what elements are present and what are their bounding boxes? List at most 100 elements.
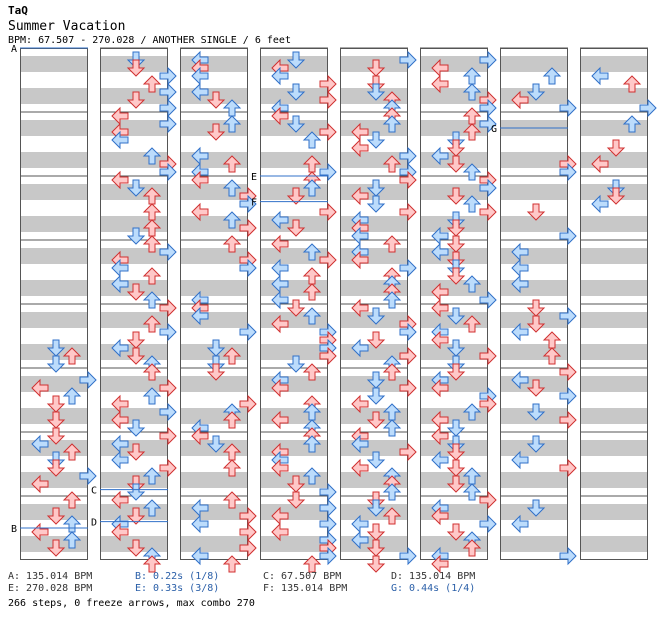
right-arrow-icon: [239, 218, 257, 238]
right-arrow-icon: [319, 90, 337, 110]
down-arrow-icon: [126, 59, 146, 77]
right-arrow-icon: [319, 546, 337, 566]
up-arrow-icon: [222, 155, 242, 173]
down-arrow-icon: [126, 507, 146, 525]
up-arrow-icon: [302, 307, 322, 325]
left-arrow-icon: [351, 122, 369, 142]
left-arrow-icon: [351, 138, 369, 158]
down-arrow-icon: [366, 555, 386, 573]
left-arrow-icon: [191, 306, 209, 326]
up-arrow-icon: [382, 235, 402, 253]
legend-b: B: 0.22s (1/8): [135, 571, 220, 582]
up-arrow-icon: [222, 411, 242, 429]
down-arrow-icon: [126, 419, 146, 437]
up-arrow-icon: [462, 83, 482, 101]
down-arrow-icon: [446, 307, 466, 325]
down-arrow-icon: [366, 539, 386, 557]
left-arrow-icon: [271, 378, 289, 398]
down-arrow-icon: [366, 499, 386, 517]
right-arrow-icon: [479, 394, 497, 414]
left-arrow-icon: [271, 106, 289, 126]
right-arrow-icon: [399, 378, 417, 398]
right-arrow-icon: [319, 250, 337, 270]
left-arrow-icon: [511, 274, 529, 294]
left-arrow-icon: [31, 434, 49, 454]
right-arrow-icon: [479, 114, 497, 134]
beat-stripe: [20, 376, 88, 392]
up-arrow-icon: [462, 275, 482, 293]
left-arrow-icon: [111, 450, 129, 470]
left-arrow-icon: [511, 258, 529, 278]
right-arrow-icon: [159, 402, 177, 422]
left-arrow-icon: [351, 250, 369, 270]
left-arrow-icon: [191, 66, 209, 86]
right-arrow-icon: [399, 202, 417, 222]
legend-e-bpm: E: 270.028 BPM: [8, 583, 93, 594]
left-arrow-icon: [111, 258, 129, 278]
beat-stripe: [500, 56, 568, 72]
song-title: Summer Vacation: [8, 19, 126, 34]
down-arrow-icon: [206, 435, 226, 453]
right-arrow-icon: [239, 506, 257, 526]
left-arrow-icon: [271, 274, 289, 294]
right-arrow-icon: [79, 370, 97, 390]
marker-label: D: [91, 518, 97, 529]
up-arrow-icon: [222, 459, 242, 477]
marker-label: A: [11, 44, 17, 55]
right-arrow-icon: [479, 346, 497, 366]
beat-stripe: [420, 56, 488, 72]
beat-stripe: [260, 344, 328, 360]
beat-stripe: [20, 312, 88, 328]
down-arrow-icon: [606, 187, 626, 205]
up-arrow-icon: [302, 435, 322, 453]
beat-stripe: [500, 216, 568, 232]
down-arrow-icon: [526, 315, 546, 333]
legend-a: A: 135.014 BPM: [8, 571, 93, 582]
beat-stripe: [260, 152, 328, 168]
down-arrow-icon: [526, 499, 546, 517]
right-arrow-icon: [479, 50, 497, 70]
legend-c: C: 67.507 BPM: [263, 571, 342, 582]
up-arrow-icon: [542, 347, 562, 365]
beat-stripe: [500, 248, 568, 264]
beat-stripe: [580, 312, 648, 328]
right-arrow-icon: [559, 362, 577, 382]
left-arrow-icon: [591, 194, 609, 214]
down-arrow-icon: [366, 307, 386, 325]
up-arrow-icon: [142, 147, 162, 165]
left-arrow-icon: [271, 234, 289, 254]
left-arrow-icon: [271, 314, 289, 334]
down-arrow-icon: [286, 83, 306, 101]
right-arrow-icon: [559, 306, 577, 326]
up-arrow-icon: [462, 315, 482, 333]
down-arrow-icon: [286, 491, 306, 509]
up-arrow-icon: [142, 555, 162, 573]
down-arrow-icon: [446, 219, 466, 237]
right-arrow-icon: [159, 298, 177, 318]
down-arrow-icon: [126, 483, 146, 501]
left-arrow-icon: [111, 522, 129, 542]
up-arrow-icon: [462, 483, 482, 501]
left-arrow-icon: [511, 514, 529, 534]
down-arrow-icon: [126, 283, 146, 301]
right-arrow-icon: [159, 322, 177, 342]
marker-label: F: [251, 198, 257, 209]
beat-stripe: [500, 184, 568, 200]
down-arrow-icon: [286, 115, 306, 133]
down-arrow-icon: [126, 179, 146, 197]
down-arrow-icon: [126, 331, 146, 349]
left-arrow-icon: [191, 146, 209, 166]
right-arrow-icon: [399, 50, 417, 70]
down-arrow-icon: [366, 179, 386, 197]
beat-stripe: [580, 504, 648, 520]
down-arrow-icon: [526, 435, 546, 453]
down-arrow-icon: [526, 203, 546, 221]
down-arrow-icon: [526, 379, 546, 397]
up-arrow-icon: [62, 387, 82, 405]
down-arrow-icon: [526, 299, 546, 317]
up-arrow-icon: [302, 555, 322, 573]
down-arrow-icon: [366, 331, 386, 349]
left-arrow-icon: [431, 282, 449, 302]
down-arrow-icon: [366, 59, 386, 77]
